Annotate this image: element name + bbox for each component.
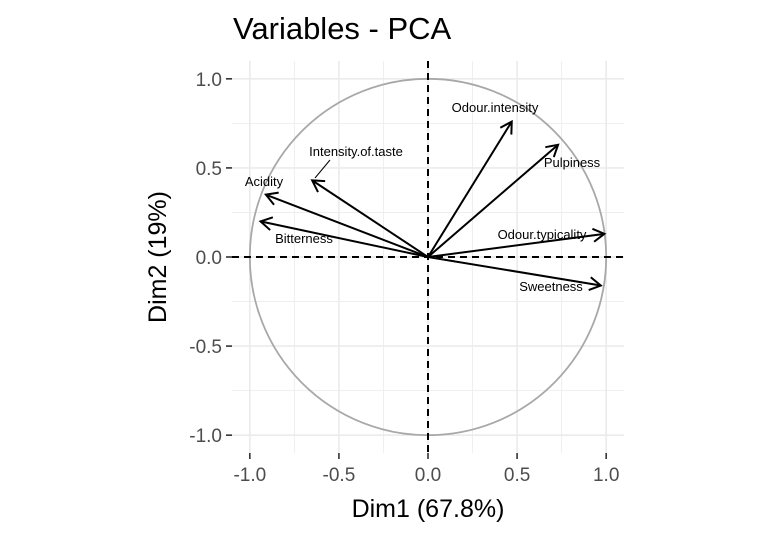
- y-axis-title: Dim2 (19%): [144, 191, 172, 323]
- x-tick-label: -0.5: [323, 465, 356, 486]
- variable-label: Sweetness: [519, 279, 583, 294]
- variable-label: Pulpiness: [544, 155, 601, 170]
- label-connector: [314, 159, 331, 179]
- arrow-head: [263, 191, 279, 206]
- x-tick-label: -1.0: [233, 465, 266, 486]
- x-tick-label: 0.5: [504, 465, 530, 486]
- arrow-head: [499, 119, 513, 135]
- arrow-head: [310, 179, 326, 193]
- variable-label: Odour.typicality: [498, 227, 587, 242]
- axis-ticks: -1.0 -0.5 0.0 0.5 1.0 -1.0 -0.5 0.0 0.5 1.0: [189, 70, 619, 486]
- arrow-shaft: [427, 121, 513, 258]
- arrow-head: [592, 227, 607, 243]
- arrow-shaft: [311, 179, 429, 258]
- variable-arrows: [258, 119, 607, 292]
- variable-label: Odour.intensity: [452, 100, 539, 115]
- variable-arrow: [427, 143, 560, 258]
- y-tick-label: 0.5: [196, 159, 222, 180]
- arrow-shaft: [427, 232, 605, 258]
- arrow-head: [258, 216, 274, 231]
- y-tick-label: 0.0: [196, 248, 222, 269]
- variable-arrow: [427, 256, 603, 292]
- variable-arrow: [258, 216, 429, 258]
- arrow-head: [545, 143, 560, 158]
- variable-label: Acidity: [245, 174, 284, 189]
- chart-title: Variables - PCA: [233, 11, 452, 46]
- arrow-head: [588, 276, 603, 292]
- variable-arrow: [310, 179, 429, 258]
- x-tick-label: 0.0: [415, 465, 441, 486]
- y-tick-label: -0.5: [189, 337, 222, 358]
- x-axis-title: Dim1 (67.8%): [352, 495, 505, 523]
- y-tick-label: 1.0: [196, 70, 222, 91]
- variable-label: Bitterness: [275, 231, 333, 246]
- variable-arrow: [427, 119, 513, 258]
- variable-arrow: [263, 191, 429, 258]
- arrow-shaft: [260, 220, 429, 258]
- arrow-shaft: [427, 256, 601, 287]
- arrow-shaft: [427, 143, 559, 258]
- x-tick-label: 1.0: [593, 465, 619, 486]
- y-tick-label: -1.0: [189, 426, 222, 447]
- variable-labels: Odour.intensity Pulpiness Intensity.of.tas…: [245, 100, 601, 294]
- variable-label: Intensity.of.taste: [309, 144, 403, 159]
- arrow-shaft: [265, 193, 429, 258]
- variable-arrow: [427, 227, 607, 258]
